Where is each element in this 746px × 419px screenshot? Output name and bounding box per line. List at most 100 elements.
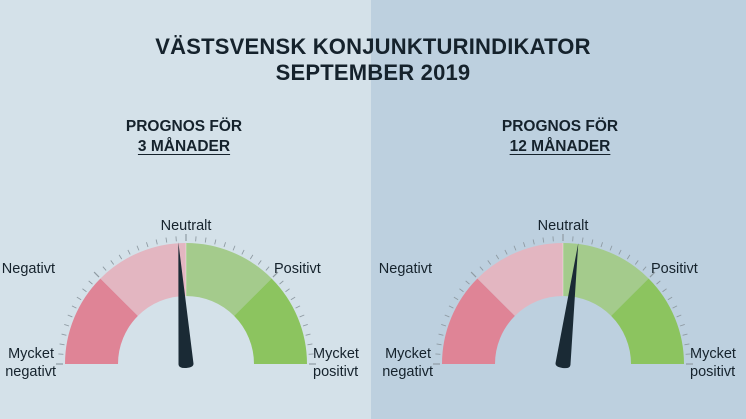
gauge-tick <box>67 314 73 318</box>
segment-negative <box>477 243 563 316</box>
gauge-tick <box>307 343 313 346</box>
segment-very-negative <box>65 278 138 364</box>
gauge-tick <box>682 333 688 336</box>
gauge-tick <box>295 305 301 309</box>
gauge-tick <box>684 343 690 346</box>
label-very-negative-line2: negativt <box>382 364 433 380</box>
gauge-tick <box>88 280 93 285</box>
gauge-tick <box>82 288 87 293</box>
page-subtitle-date: SEPTEMBER 2019 <box>275 60 471 85</box>
gauge-tick <box>302 324 308 327</box>
gauge-tick <box>448 305 454 309</box>
gauge-tick <box>679 324 685 327</box>
gauge-tick <box>609 245 613 251</box>
gauge-tick <box>272 271 279 278</box>
page-title: VÄSTSVENSK KONJUNKTURINDIKATOR <box>155 34 591 59</box>
gauge-tick <box>626 254 631 260</box>
gauge-heading-line1: PROGNOS FÖR <box>125 118 243 135</box>
gauge-tick <box>61 333 67 336</box>
segment-very-negative <box>441 278 515 364</box>
gauge-tick <box>618 249 622 255</box>
gauge-tick <box>290 296 296 301</box>
gauge-tick <box>465 280 470 285</box>
gauge-tick <box>513 245 517 251</box>
gauge-tick <box>642 266 647 271</box>
gauge-tick <box>453 296 459 301</box>
gauge-tick <box>667 296 673 301</box>
gauge-tick <box>634 260 639 265</box>
gauge-needle <box>555 242 579 369</box>
gauge-tick <box>459 288 464 293</box>
gauge-tick <box>299 314 305 318</box>
segment-very-positive <box>611 278 684 364</box>
gauge-heading-line1: PROGNOS FÖR <box>501 118 619 135</box>
gauge-tick <box>285 288 290 293</box>
gauge-tick <box>600 242 603 248</box>
gauge-tick <box>444 314 450 318</box>
segment-negative <box>100 243 186 316</box>
gauge-tick <box>93 271 100 278</box>
label-very-negative-line1: Mycket <box>385 346 431 362</box>
gauge-tick <box>64 324 70 327</box>
gauge-tick <box>305 333 311 336</box>
label-very-negative-line1: Mycket <box>8 346 54 362</box>
label-positive: Positivt <box>274 261 321 277</box>
segment-positive <box>563 243 649 316</box>
gauge-tick <box>591 239 594 245</box>
gauge-tick <box>59 343 65 346</box>
gauge-tick <box>441 324 447 327</box>
gauge-tick <box>479 266 484 271</box>
label-very-positive-line1: Mycket <box>313 346 359 362</box>
gauge-tick <box>542 237 545 243</box>
gauge-heading-3-months: PROGNOS FÖR 3 MÅNADER <box>74 117 294 157</box>
gauge-tick <box>204 237 207 243</box>
gauge-tick <box>232 245 236 251</box>
label-negative: Negativt <box>379 261 432 277</box>
segment-very-positive <box>234 278 307 364</box>
gauge-tick <box>249 254 254 260</box>
gauge-tick <box>136 245 140 251</box>
gauge-needle <box>178 242 194 369</box>
gauge-tick <box>279 280 284 285</box>
label-very-positive-line2: positivt <box>313 364 358 380</box>
gauge-tick <box>676 314 682 318</box>
gauge-tick <box>532 239 535 245</box>
label-negative: Negativt <box>2 261 55 277</box>
gauge-tick <box>146 242 149 248</box>
label-very-positive-line2: positivt <box>690 364 735 380</box>
gauge-tick <box>672 305 678 309</box>
gauge-tick <box>504 249 508 255</box>
gauge-tick <box>649 271 656 278</box>
segment-positive <box>186 243 272 316</box>
gauge-heading-line2: 3 MÅNADER <box>137 138 231 155</box>
label-positive: Positivt <box>651 261 698 277</box>
gauge-tick <box>495 254 500 260</box>
gauge-tick <box>76 296 82 301</box>
gauge-tick <box>523 242 526 248</box>
gauge-tick <box>487 260 492 265</box>
gauge-tick <box>214 239 217 245</box>
gauge-tick <box>656 280 661 285</box>
gauge-heading-12-months: PROGNOS FÖR 12 MÅNADER <box>450 117 670 157</box>
gauge-tick <box>223 242 226 248</box>
gauge-tick <box>155 239 158 245</box>
gauge-tick <box>118 254 123 260</box>
gauge-tick <box>127 249 131 255</box>
gauge-tick <box>436 343 442 346</box>
gauge-tick <box>265 266 270 271</box>
gauge-tick <box>71 305 77 309</box>
gauge-12-months: Neutralt Negativt Positivt Mycket negativt My… <box>379 218 736 380</box>
label-very-negative-line2: negativt <box>5 364 56 380</box>
gauge-3-months: Neutralt Negativt Positivt Mycket negativt My… <box>2 218 359 380</box>
label-neutral: Neutralt <box>161 218 212 234</box>
label-neutral: Neutralt <box>538 218 589 234</box>
gauge-tick <box>470 271 477 278</box>
gauge-tick <box>257 260 262 265</box>
gauge-tick <box>102 266 107 271</box>
label-very-positive-line1: Mycket <box>690 346 736 362</box>
gauge-heading-line2: 12 MÅNADER <box>509 138 611 155</box>
gauge-tick <box>581 237 584 243</box>
gauge-tick <box>110 260 115 265</box>
gauge-tick <box>438 333 444 336</box>
